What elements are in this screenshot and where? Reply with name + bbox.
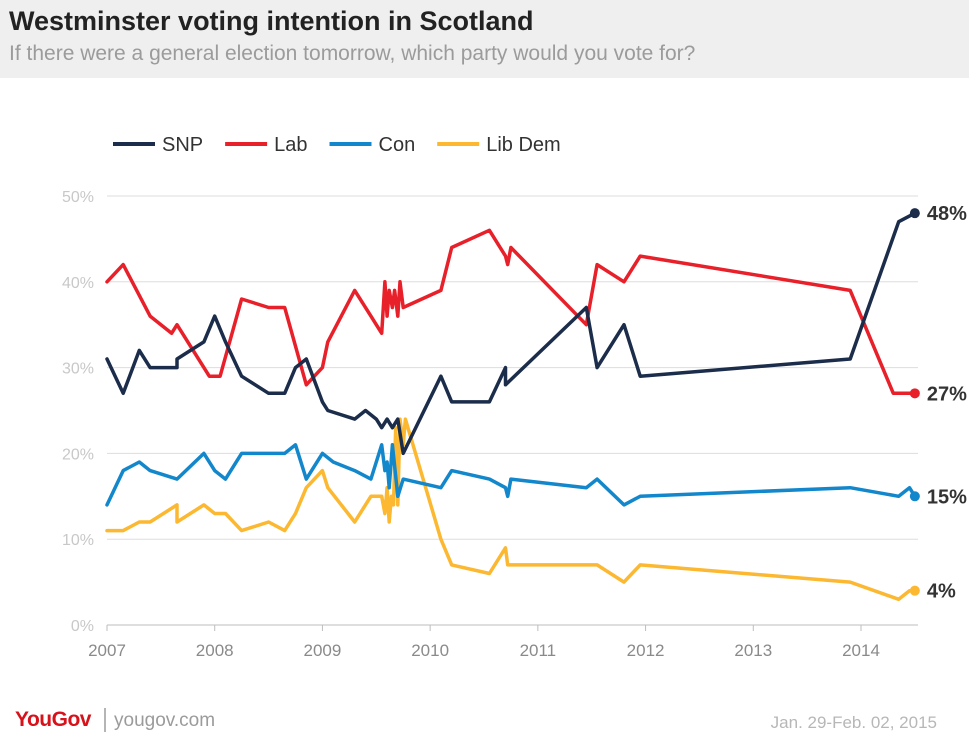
legend-label: Con <box>379 134 416 156</box>
x-tick-label: 2014 <box>842 641 880 660</box>
legend-label: Lib Dem <box>486 134 560 156</box>
chart-subtitle: If there were a general election tomorro… <box>9 42 696 65</box>
legend-label: SNP <box>162 134 203 156</box>
series-line-snp <box>105 211 917 456</box>
y-tick-label: 30% <box>62 361 94 378</box>
end-value-label: 27% <box>927 383 967 405</box>
series-line-con <box>105 443 917 507</box>
x-tick-label: 2009 <box>304 641 342 660</box>
series-end-point <box>909 388 920 399</box>
y-tick-label: 40% <box>62 275 94 292</box>
series-end-point <box>909 208 920 219</box>
x-tick-label: 2013 <box>734 641 772 660</box>
series-line-lib-dem <box>105 417 917 602</box>
legend-label: Lab <box>274 134 307 156</box>
chart-title: Westminster voting intention in Scotland <box>9 6 534 36</box>
end-value-label: 15% <box>927 486 967 508</box>
y-tick-label: 0% <box>71 618 94 635</box>
x-tick-label: 2007 <box>88 641 126 660</box>
end-value-label: 4% <box>927 581 956 603</box>
fieldwork-date: Jan. 29-Feb. 02, 2015 <box>770 713 937 732</box>
x-tick-label: 2010 <box>411 641 449 660</box>
footer-url[interactable]: yougov.com <box>114 710 216 731</box>
series-line-lab <box>105 228 917 396</box>
y-tick-label: 50% <box>62 189 94 206</box>
y-tick-label: 10% <box>62 532 94 549</box>
yougov-logo: YouGov <box>15 708 91 731</box>
series-end-point <box>909 585 920 596</box>
x-tick-label: 2012 <box>627 641 665 660</box>
header-banner: Westminster voting intention in Scotland… <box>0 0 969 78</box>
x-tick-label: 2008 <box>196 641 234 660</box>
y-tick-label: 20% <box>62 446 94 463</box>
end-value-label: 48% <box>927 203 967 225</box>
series-end-point <box>909 491 920 502</box>
line-chart: 0% 10% 20% 30% 40% 50% 2007 2008 2009 2010 2011 201… <box>62 134 967 660</box>
footer-divider <box>104 708 106 732</box>
x-tick-label: 2011 <box>520 641 557 660</box>
